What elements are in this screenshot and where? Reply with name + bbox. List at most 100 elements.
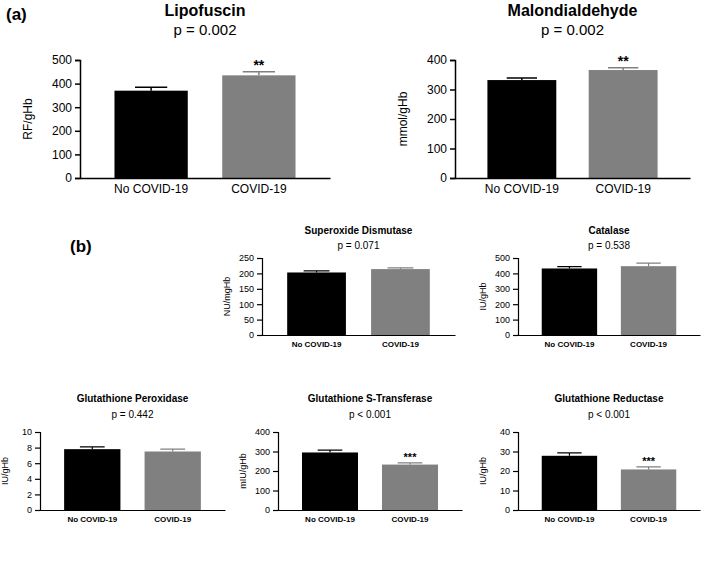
y-tick-label: 100 bbox=[52, 148, 72, 162]
y-tick-label: 400 bbox=[495, 269, 510, 279]
y-tick-mark bbox=[450, 148, 455, 150]
y-tick: 6 bbox=[27, 459, 40, 469]
y-tick-label: 2 bbox=[27, 490, 32, 500]
x-tick: COVID-19 bbox=[382, 335, 419, 349]
y-tick-mark bbox=[35, 494, 40, 495]
y-axis: 0100200300400 bbox=[427, 53, 456, 185]
y-axis-line bbox=[513, 433, 519, 511]
y-tick-mark bbox=[513, 510, 518, 511]
chart: 0100200300400No COVID-19COVID-19Malondia… bbox=[396, 2, 691, 196]
x-tick: COVID-19 bbox=[392, 510, 429, 524]
y-axis-title: IU/gHb bbox=[478, 457, 488, 485]
plot-area bbox=[114, 72, 295, 178]
x-tick: No COVID-19 bbox=[485, 178, 559, 196]
chart-title: Superoxide Dismutase bbox=[305, 225, 413, 236]
x-tick-label: No COVID-19 bbox=[545, 515, 595, 524]
y-tick: 250 bbox=[239, 253, 262, 263]
background bbox=[0, 0, 708, 576]
chart: 0100200300400500No COVID-19COVID-19Catal… bbox=[478, 225, 701, 349]
y-tick-mark bbox=[75, 60, 80, 62]
x-tick-label: COVID-19 bbox=[630, 515, 667, 524]
y-axis-title: mmol/gHb bbox=[396, 91, 410, 146]
figure: 0100200300400500No COVID-19COVID-19Lipof… bbox=[0, 0, 708, 576]
y-tick-label: 8 bbox=[27, 443, 32, 453]
y-tick: 400 bbox=[495, 269, 518, 279]
x-axis: No COVID-19COVID-19 bbox=[456, 178, 691, 196]
y-axis-title: IU/gHb bbox=[0, 457, 10, 485]
p-value: p = 0.002 bbox=[541, 21, 604, 38]
y-tick: 300 bbox=[255, 447, 278, 457]
y-tick-mark bbox=[450, 119, 455, 121]
y-tick: 0 bbox=[505, 505, 518, 515]
y-tick-mark bbox=[273, 510, 278, 511]
y-tick-label: 200 bbox=[427, 112, 447, 126]
plot-area bbox=[487, 68, 657, 178]
error-bar bbox=[636, 263, 660, 266]
y-tick: 2 bbox=[27, 490, 40, 500]
error-bar bbox=[507, 78, 537, 80]
chart: 0246810No COVID-19COVID-19Glutathione Pe… bbox=[0, 393, 226, 524]
y-tick-label: 0 bbox=[505, 330, 510, 340]
x-axis-line bbox=[81, 178, 331, 180]
y-axis-line bbox=[513, 259, 519, 336]
y-tick: 200 bbox=[495, 300, 518, 310]
y-tick-mark bbox=[257, 304, 262, 305]
x-axis: No COVID-19 COVID-19 bbox=[263, 335, 456, 349]
y-tick-mark bbox=[273, 451, 278, 452]
y-tick-mark bbox=[513, 451, 518, 452]
chart: 0100200300400500No COVID-19COVID-19Lipof… bbox=[6, 2, 331, 196]
y-tick-mark bbox=[257, 289, 262, 290]
y-tick: 300 bbox=[52, 101, 80, 115]
y-tick-label: 150 bbox=[239, 284, 254, 294]
y-tick-mark bbox=[513, 304, 518, 305]
y-tick-mark bbox=[513, 289, 518, 290]
y-tick-mark bbox=[257, 335, 262, 336]
bar bbox=[382, 465, 438, 510]
p-value: p = 0.538 bbox=[588, 240, 630, 251]
bar bbox=[145, 452, 201, 511]
error-bar bbox=[80, 447, 105, 449]
chart-title: Glutathione S-Transferase bbox=[308, 393, 433, 404]
x-axis: No COVID-19 COVID-19 bbox=[41, 510, 226, 524]
y-tick-mark bbox=[273, 471, 278, 472]
y-tick-mark bbox=[513, 490, 518, 491]
p-value: p < 0.001 bbox=[588, 409, 630, 420]
bar bbox=[542, 268, 597, 335]
x-axis-line bbox=[519, 510, 701, 511]
y-tick-label: 0 bbox=[440, 171, 447, 185]
y-tick-mark bbox=[35, 510, 40, 511]
y-tick: 20 bbox=[500, 466, 518, 476]
x-tick: No COVID-19 bbox=[67, 510, 117, 524]
y-tick-label: 500 bbox=[52, 53, 72, 67]
y-tick: 40 bbox=[500, 427, 518, 437]
y-tick-label: 0 bbox=[65, 171, 72, 185]
y-tick-label: 100 bbox=[239, 300, 254, 310]
x-tick: COVID-19 bbox=[154, 510, 191, 524]
x-tick-label: No COVID-19 bbox=[485, 182, 559, 196]
x-tick-label: No COVID-19 bbox=[292, 340, 342, 349]
y-tick: 200 bbox=[239, 269, 262, 279]
error-bar bbox=[557, 267, 581, 269]
y-tick: 400 bbox=[52, 77, 80, 91]
bar bbox=[589, 70, 658, 178]
y-tick-label: 4 bbox=[27, 474, 32, 484]
y-tick-mark bbox=[450, 89, 455, 91]
x-tick: No COVID-19 bbox=[305, 510, 355, 524]
y-tick-label: 300 bbox=[495, 284, 510, 294]
y-tick: 100 bbox=[239, 300, 262, 310]
y-tick-label: 0 bbox=[505, 505, 510, 515]
chart: 010203040No COVID-19COVID-19Glutathione … bbox=[478, 393, 701, 524]
y-tick-mark bbox=[513, 320, 518, 321]
y-tick: 0 bbox=[249, 330, 262, 340]
y-tick-label: 100 bbox=[255, 486, 270, 496]
x-tick: No COVID-19 bbox=[545, 510, 595, 524]
x-tick: COVID-19 bbox=[630, 510, 667, 524]
chart-title: Lipofuscin bbox=[165, 2, 246, 19]
y-tick-mark bbox=[75, 154, 80, 156]
y-tick-label: 300 bbox=[427, 83, 447, 97]
y-tick-mark bbox=[257, 258, 262, 259]
y-tick: 30 bbox=[500, 447, 518, 457]
y-tick-label: 10 bbox=[500, 486, 510, 496]
y-tick-label: 50 bbox=[244, 315, 254, 325]
bar bbox=[64, 449, 120, 510]
